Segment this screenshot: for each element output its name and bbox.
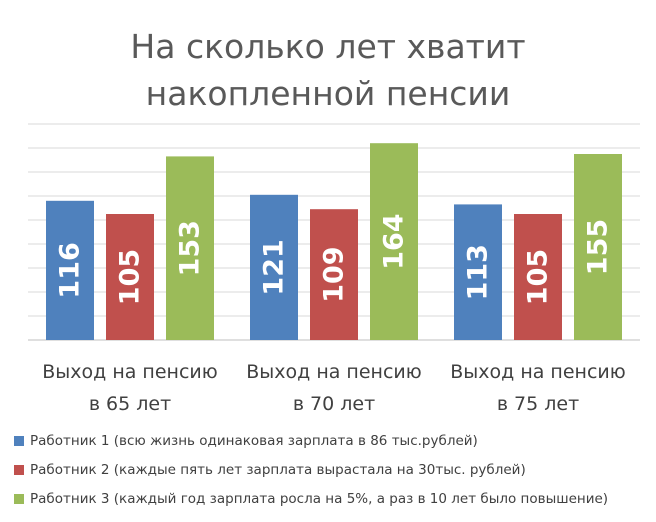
data-label: 155 [583,219,614,275]
legend-entry-1: Работник 1 (всю жизнь одинаковая зарплат… [30,433,478,449]
bar-series-3-cat-1 [166,156,214,340]
data-labels: 116 105 153 121 109 164 113 105 155 [55,213,614,305]
legend-entry-3: Работник 3 (каждый год зарплата росла на… [30,491,608,507]
data-label: 113 [463,244,494,300]
data-label: 153 [175,220,206,276]
chart-title: На сколько лет хватит накопленной пенсии [130,27,525,113]
data-label: 121 [259,239,290,295]
data-label: 105 [115,249,146,305]
chart-title-line-1: На сколько лет хватит [130,27,525,66]
bar-series-1-cat-2 [250,194,298,340]
data-label: 109 [319,246,350,302]
category-label: в 70 лет [293,393,375,415]
bar-series-2-cat-2 [310,209,358,340]
category-label: Выход на пенсию [246,361,422,383]
legend: Работник 1 (всю жизнь одинаковая зарплат… [14,433,608,507]
chart-title-line-2: накопленной пенсии [146,74,511,113]
category-label: в 75 лет [497,393,579,415]
legend-swatch-3 [14,494,24,504]
bar-series-1-cat-1 [46,200,94,340]
bar-series-1-cat-3 [454,204,502,340]
legend-swatch-1 [14,436,24,446]
category-label: в 65 лет [89,393,171,415]
bars [46,143,622,340]
bar-series-3-cat-2 [370,143,418,340]
bar-series-2-cat-3 [514,214,562,340]
data-label: 164 [379,213,410,269]
bar-series-3-cat-3 [574,154,622,340]
category-labels: Выход на пенсию в 65 лет Выход на пенсию в … [42,361,626,415]
category-label: Выход на пенсию [42,361,218,383]
bar-series-2-cat-1 [106,214,154,340]
data-label: 116 [55,242,86,298]
legend-swatch-2 [14,465,24,475]
category-label: Выход на пенсию [450,361,626,383]
legend-entry-2: Работник 2 (каждые пять лет зарплата выр… [30,462,526,478]
data-label: 105 [523,249,554,305]
